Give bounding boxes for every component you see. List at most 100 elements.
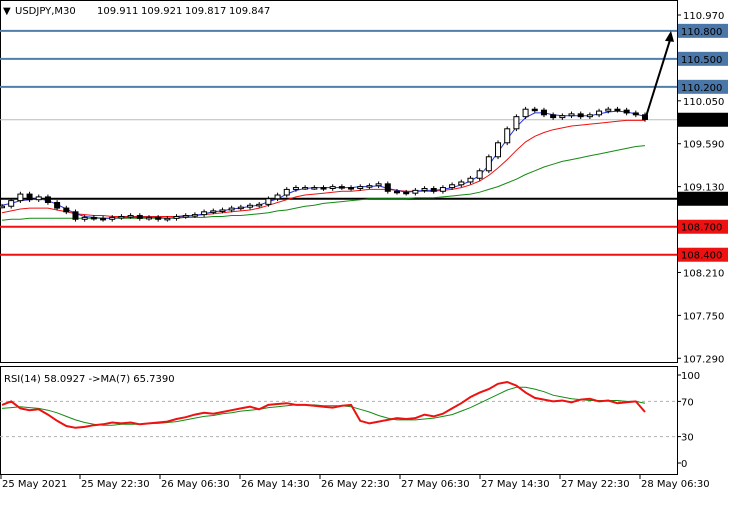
candle-body [182, 215, 189, 218]
time-tick-label: 25 May 22:30 [81, 479, 150, 490]
candle-body [393, 190, 400, 194]
dropdown-arrow-icon[interactable]: ▼ [3, 6, 11, 17]
candle-body [559, 115, 566, 119]
level-label-bg [678, 79, 728, 94]
candle-body [531, 108, 538, 112]
candle-body [596, 110, 603, 116]
candle-body [375, 183, 382, 187]
candle-body [155, 216, 162, 220]
ma-mid-line [1, 119, 645, 217]
candle-body [54, 201, 61, 209]
time-tick-label: 27 May 14:30 [481, 479, 550, 490]
level-label: 110.500 [681, 55, 722, 66]
candle-body [145, 216, 152, 220]
candle-body [412, 189, 419, 194]
time-tick-label: 25 May 2021 [2, 479, 67, 490]
rsi-tick-label: 30 [681, 433, 694, 444]
candle-body [430, 187, 437, 192]
candle-body [495, 142, 502, 158]
candle-body [522, 108, 529, 118]
candle-body [237, 206, 244, 210]
price-tick-label: 107.750 [683, 311, 724, 322]
candle-body [256, 203, 263, 207]
price-tick-label: 110.050 [683, 97, 724, 108]
candle-body [366, 185, 373, 188]
candle-body [504, 128, 511, 144]
level-label-bg [678, 191, 728, 206]
candle-body [191, 214, 198, 217]
price-tick-label: 109.590 [683, 140, 724, 151]
candle-body [173, 215, 180, 219]
candle-body [274, 194, 281, 200]
level-label-bg [678, 23, 728, 38]
candle-body [0, 205, 5, 209]
time-tick-label: 26 May 22:30 [321, 479, 390, 490]
rsi-tick-label: 70 [681, 397, 694, 408]
candle-body [476, 170, 483, 179]
candle-body [421, 187, 428, 191]
candle-body [72, 211, 79, 220]
time-tick-label: 26 May 06:30 [161, 479, 230, 490]
time-tick-label: 27 May 06:30 [401, 479, 470, 490]
level-label: 109.000 [681, 195, 722, 206]
level-label: 110.800 [681, 27, 722, 38]
candle-body [384, 183, 391, 192]
candle-body [210, 210, 217, 213]
candle-body [632, 112, 639, 116]
candle-body [26, 193, 33, 201]
candle-body [623, 109, 630, 114]
candle-body [8, 200, 15, 207]
time-tick-label: 26 May 14:30 [241, 479, 310, 490]
candle-body [586, 114, 593, 118]
candle-body [485, 156, 492, 172]
candle-body [513, 116, 520, 130]
level-label-bg [678, 51, 728, 66]
level-label: 108.400 [681, 251, 722, 262]
price-tick-label: 107.290 [683, 354, 724, 365]
candle-body [228, 207, 235, 211]
candle-body [467, 177, 474, 183]
header-open: 109.911 [97, 6, 138, 17]
candle-body [44, 196, 51, 203]
symbol-label: USDJPY,M30 [15, 6, 76, 17]
candle-body [17, 193, 24, 202]
candle-body [136, 215, 143, 219]
candle-body [568, 113, 575, 117]
candle-body [320, 187, 327, 190]
forecast-arrow-line [644, 36, 672, 121]
candle-body [403, 191, 410, 195]
candle-body [81, 216, 88, 220]
candle-body [338, 186, 345, 189]
level-label: 110.200 [681, 83, 722, 94]
candle-body [283, 188, 290, 196]
candle-body [35, 196, 42, 201]
candle-body [439, 187, 446, 192]
candle-body [63, 207, 70, 213]
forecast-arrow-head [665, 30, 674, 42]
rsi-tick-label: 100 [681, 371, 700, 382]
main-panel [0, 0, 678, 363]
time-tick-label: 27 May 22:30 [561, 479, 630, 490]
candle-body [219, 209, 226, 212]
current-price-label-bg [678, 112, 728, 127]
candle-body [302, 187, 309, 190]
rsi-label: RSI(14) 58.0927 ->MA(7) 65.7390 [4, 374, 175, 385]
header-close: 109.847 [229, 6, 270, 17]
candle-body [118, 215, 125, 219]
candle-body [247, 204, 254, 208]
candle-body [329, 186, 336, 189]
time-tick-label: 28 May 06:30 [641, 479, 710, 490]
candle-body [265, 198, 272, 205]
candle-body [201, 211, 208, 216]
candle-body [348, 187, 355, 190]
candle-body [550, 114, 557, 119]
candle-body [605, 108, 612, 112]
candle-body [292, 187, 299, 190]
price-tick-label: 109.130 [683, 183, 724, 194]
current-price-label: 109.847 [681, 116, 722, 127]
candle-body [449, 184, 456, 189]
price-tick-label: 108.210 [683, 268, 724, 279]
candle-body [458, 181, 465, 186]
candle-body [311, 187, 318, 190]
